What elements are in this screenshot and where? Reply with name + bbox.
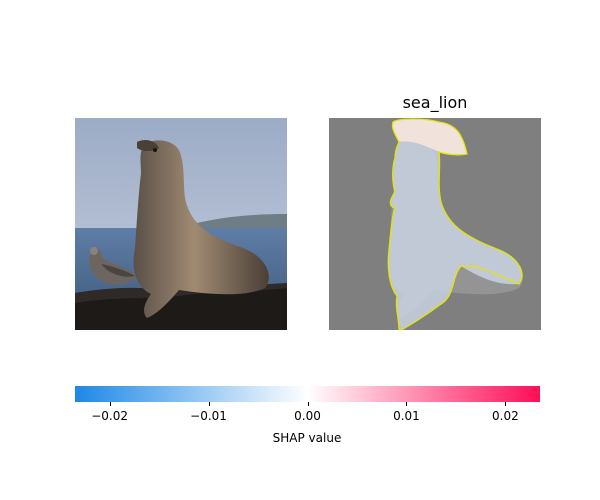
colorbar-tick-label: 0.02: [492, 409, 519, 423]
class-label-title: sea_lion: [402, 93, 468, 112]
colorbar-label: SHAP value: [272, 431, 342, 445]
colorbar-tick-label: 0.00: [294, 409, 321, 423]
seagull-shape: [89, 247, 137, 285]
colorbar-tick: [406, 402, 408, 406]
colorbar-tick: [307, 402, 309, 406]
colorbar-tick-label: −0.02: [91, 409, 129, 423]
shap-contour: [387, 118, 523, 330]
sea-lion-shape: [133, 140, 269, 318]
colorbar-tick-label: 0.01: [393, 409, 420, 423]
original-image: [75, 118, 287, 330]
colorbar-tick: [505, 402, 507, 406]
shap-overlay-image: [329, 118, 541, 330]
colorbar-tick: [208, 402, 210, 406]
positive-shap-region: [392, 119, 467, 155]
colorbar-tick-label: −0.01: [190, 409, 227, 423]
shap-colorbar: [75, 386, 540, 402]
negative-shap-region: [388, 141, 523, 330]
colorbar-tick: [109, 402, 111, 406]
